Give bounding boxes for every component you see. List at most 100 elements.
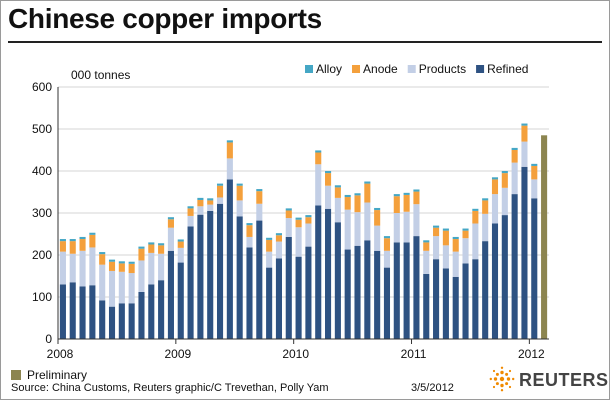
x-tick-label: 2010 [282,347,309,361]
bar-segment-anode [158,245,165,254]
bar-segment-alloy [285,208,292,211]
bar-segment-refined [167,250,174,339]
bar-segment-products [501,187,508,216]
x-tick-label: 2011 [401,347,427,361]
bar-segment-anode [354,195,361,213]
bar-segment-products [423,250,430,274]
bar-segment-refined [275,258,282,339]
bar-segment-alloy [128,261,135,264]
x-tick-label: 2012 [518,347,545,361]
bar-segment-refined [256,220,263,339]
bar-segment-alloy [531,163,538,166]
bar-segment-products [295,227,302,257]
bar-segment-alloy [246,223,253,226]
bar-segment-anode [383,238,391,251]
bar-segment-refined [246,247,253,339]
bar-segment-anode [472,210,479,224]
bar-segment-alloy [403,192,410,195]
bar-segment-refined [531,198,538,339]
bar-segment-products [344,209,351,250]
bar-segment-products [491,194,499,224]
reuters-logo-text: REUTERS [519,370,609,390]
bar-segment-anode [521,125,528,142]
bar-segment-refined [305,246,312,339]
bar-segment-anode [285,210,292,219]
bar-segment-anode [433,227,440,237]
bar-segment-refined [295,256,302,339]
bar-segment-anode [295,219,302,228]
bar-segment-anode [491,179,499,195]
bar-segment-refined [423,273,430,339]
bar-segment-alloy [89,232,96,235]
bar-segment-anode [364,183,371,203]
bar-segment-alloy [167,217,174,220]
bar-segment-alloy [325,171,332,174]
title-rule [8,41,602,43]
bar-segment-anode [393,196,400,213]
bar-segment-alloy [413,189,420,192]
y-tick-label: 100 [32,290,52,304]
bar-segment-anode [89,234,96,248]
bar-segment-alloy [393,194,400,197]
bar-segment-alloy [354,193,361,196]
bar-segment-products [442,245,449,269]
bar-segment-products [325,185,332,209]
bar-segment-products [383,250,391,268]
bar-segment-products [108,270,116,307]
bar-segment-anode [442,230,449,246]
bar-segment-products [462,238,469,264]
bar-segment-anode [413,191,420,205]
bar-segment-refined [108,306,116,339]
bar-segment-alloy [305,215,312,218]
bar-segment-products [472,223,479,260]
bar-segment-refined [462,263,469,339]
bar-segment-products [187,215,194,227]
bar-segment-anode [187,208,194,216]
bar-segment-alloy [138,246,145,249]
bar-segment-refined [266,267,273,339]
bar-segment-products [521,141,528,167]
bar-segment-anode [59,241,66,252]
bar-segment-refined [177,262,184,339]
bar-segment-alloy [472,208,479,211]
bar-segment-alloy [99,252,106,255]
bar-segment-refined [403,242,410,339]
bar-segment-refined [197,214,204,339]
bar-segment-anode [305,217,312,224]
y-tick-label: 400 [32,164,52,178]
bar-segment-anode [423,242,430,251]
bar-segment-anode [531,165,538,180]
bar-segment-products [393,213,400,243]
bar-segment-products [128,273,135,304]
bar-segment-alloy [442,228,449,231]
bar-segment-products [511,162,518,195]
bar-segment-products [315,164,322,206]
bar-segment-anode [138,248,145,261]
bar-segment-refined [59,284,66,339]
bar-segment-refined [393,242,400,339]
bar-segment-alloy [383,236,391,239]
bar-segment-alloy [452,236,459,240]
bar-segment-alloy [216,183,224,186]
bar-segment-alloy [197,197,204,200]
bar-segment-products [138,260,145,292]
bars [59,123,548,339]
bar-segment-products [266,251,273,268]
bar-segment-anode [403,194,410,212]
bar-segment-refined [207,210,214,339]
bar-segment-products [59,251,66,285]
bar-segment-products [69,253,76,283]
bar-segment-refined [128,303,135,339]
bar-segment-anode [108,261,116,271]
bar-segment-products [236,200,243,217]
bar-segment-refined [315,205,322,339]
legend-swatch-refined [476,65,485,73]
bar-segment-anode [452,239,459,252]
y-tick-label: 600 [32,80,52,94]
bar-segment-products [413,204,420,237]
bar-segment-alloy [364,181,371,184]
bar-segment-products [148,252,155,285]
bar-segment-alloy [226,140,233,143]
